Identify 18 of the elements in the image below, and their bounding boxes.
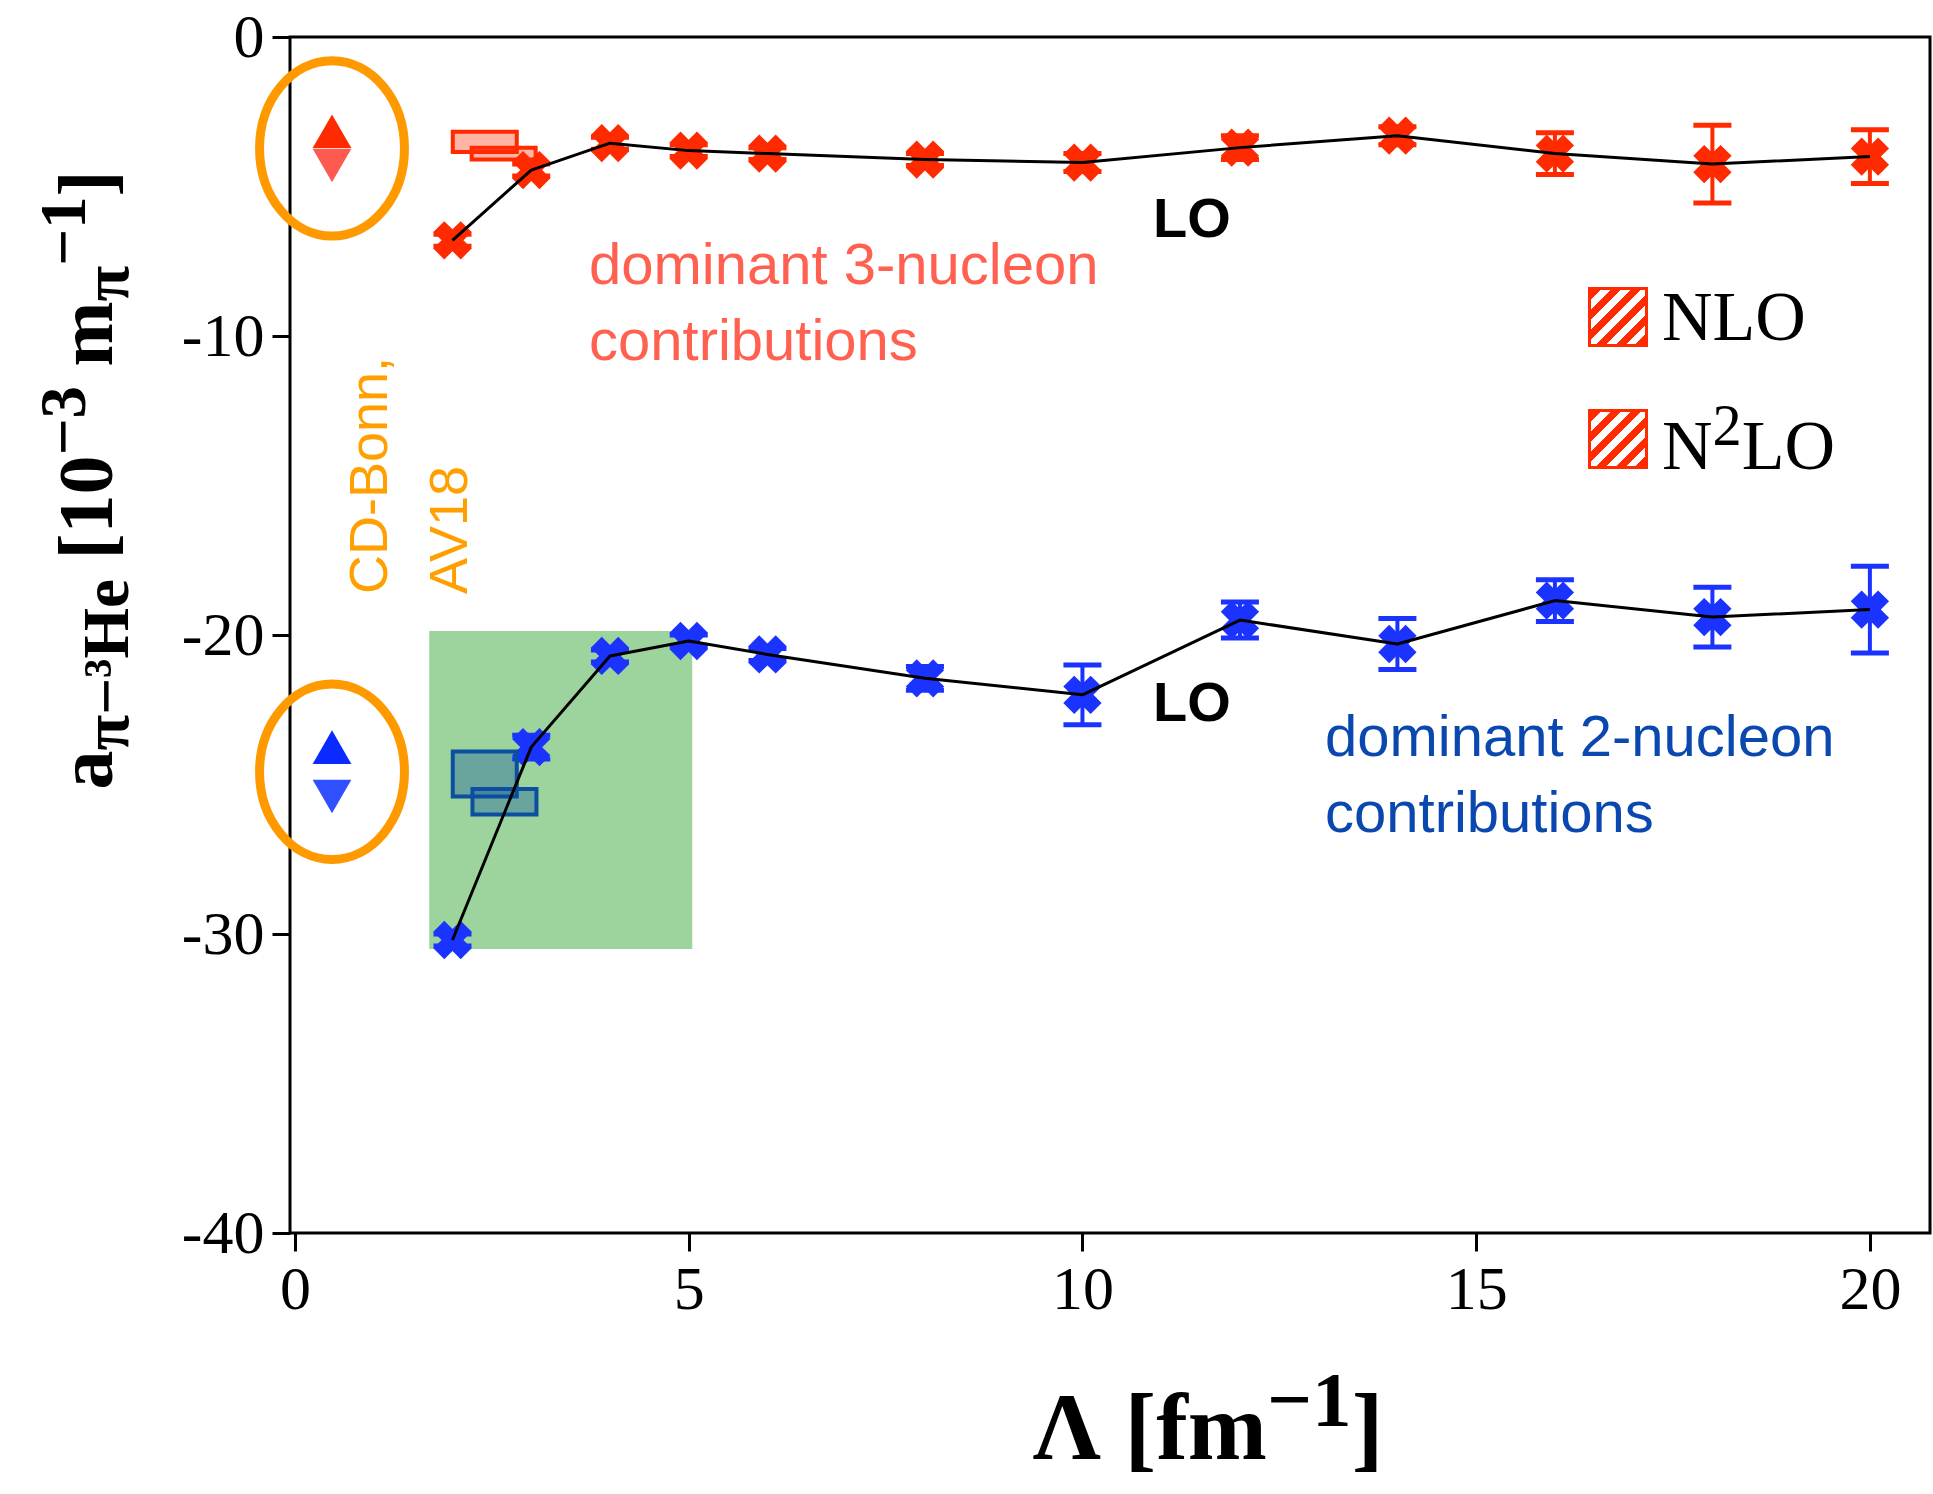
y-tick-label: -40 xyxy=(181,1197,265,1266)
x-tick-label: 15 xyxy=(1445,1253,1508,1322)
x-tick-label: 5 xyxy=(673,1253,705,1322)
legend-label: NLO xyxy=(1662,277,1806,357)
annotation: CD-Bonn, AV18 xyxy=(337,356,479,594)
x-tick-label: 20 xyxy=(1839,1253,1902,1322)
x-tick-label: 10 xyxy=(1051,1253,1114,1322)
annotation: LO xyxy=(1153,185,1231,251)
y-tick-label: 0 xyxy=(233,1,265,70)
annotation: dominant 2-nucleon contributions xyxy=(1325,702,1835,846)
y-tick-label: -10 xyxy=(181,300,265,369)
y-tick-label: -20 xyxy=(181,599,265,668)
annotation: LO xyxy=(1153,669,1231,735)
y-tick-label: -30 xyxy=(181,898,265,967)
legend-label: N$^{2}$LO xyxy=(1662,391,1836,487)
x-axis-title: Λ [fm$^{−1}$] xyxy=(1032,1354,1384,1482)
annotation: dominant 3-nucleon contributions xyxy=(589,230,1099,374)
x-tick-label: 0 xyxy=(280,1253,311,1322)
